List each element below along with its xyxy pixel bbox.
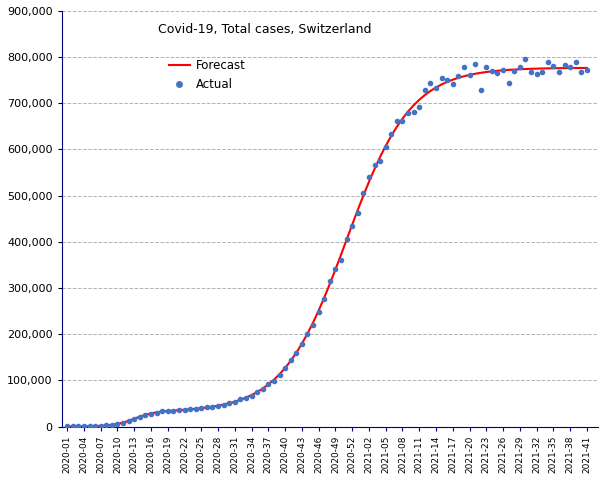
Point xyxy=(219,401,229,408)
Point xyxy=(146,409,156,417)
Point xyxy=(325,277,335,285)
Point xyxy=(409,108,419,116)
Point xyxy=(565,63,575,71)
Point xyxy=(504,79,514,86)
Point xyxy=(403,109,413,117)
Point xyxy=(420,86,430,94)
Point xyxy=(487,67,497,74)
Point xyxy=(582,66,592,74)
Point xyxy=(319,295,329,302)
Point xyxy=(152,409,162,417)
Point xyxy=(470,60,480,68)
Point xyxy=(180,406,189,414)
Point xyxy=(79,422,89,430)
Point xyxy=(107,421,117,429)
Point xyxy=(336,256,346,264)
Point xyxy=(197,405,206,412)
Point xyxy=(342,235,352,242)
Point xyxy=(425,79,435,86)
Point xyxy=(526,68,536,76)
Point xyxy=(571,58,581,66)
Point xyxy=(241,394,251,401)
Point xyxy=(537,68,547,75)
Point xyxy=(437,74,446,82)
Point xyxy=(560,61,569,69)
Point xyxy=(482,63,491,71)
Point xyxy=(397,118,407,125)
Point xyxy=(292,348,301,356)
Point xyxy=(414,103,424,111)
Point xyxy=(381,144,391,151)
Point xyxy=(549,62,558,70)
Point xyxy=(297,340,307,348)
Point xyxy=(476,85,486,93)
Legend: Forecast, Actual: Forecast, Actual xyxy=(164,54,250,96)
Point xyxy=(359,189,368,197)
Point xyxy=(74,422,83,430)
Point xyxy=(140,411,150,419)
Point xyxy=(375,157,385,165)
Point xyxy=(113,420,122,428)
Point xyxy=(124,417,134,425)
Point xyxy=(465,72,474,79)
Point xyxy=(499,66,508,73)
Point xyxy=(370,161,379,168)
Point xyxy=(280,364,290,372)
Point xyxy=(532,70,541,78)
Point xyxy=(85,422,94,430)
Point xyxy=(264,381,273,388)
Point xyxy=(252,388,262,396)
Point xyxy=(308,322,318,329)
Point xyxy=(554,68,564,75)
Point xyxy=(202,404,212,411)
Text: Covid-19, Total cases, Switzerland: Covid-19, Total cases, Switzerland xyxy=(158,24,371,36)
Point xyxy=(509,67,519,75)
Point xyxy=(230,398,240,406)
Point xyxy=(258,385,267,393)
Point xyxy=(364,173,374,181)
Point xyxy=(520,56,530,63)
Point xyxy=(208,403,217,411)
Point xyxy=(454,72,463,79)
Point xyxy=(347,222,357,230)
Point xyxy=(129,415,139,422)
Point xyxy=(213,402,223,409)
Point xyxy=(314,308,324,316)
Point xyxy=(353,209,362,216)
Point xyxy=(224,399,234,407)
Point xyxy=(269,377,279,385)
Point xyxy=(135,413,145,421)
Point xyxy=(330,265,340,273)
Point xyxy=(448,80,457,87)
Point xyxy=(68,422,77,430)
Point xyxy=(543,59,552,66)
Point xyxy=(247,392,257,399)
Point xyxy=(163,408,172,415)
Point xyxy=(515,63,525,71)
Point xyxy=(185,406,195,413)
Point xyxy=(459,63,469,71)
Point xyxy=(492,69,502,76)
Point xyxy=(157,408,167,415)
Point xyxy=(191,406,200,413)
Point xyxy=(302,330,312,338)
Point xyxy=(96,422,105,430)
Point xyxy=(286,356,296,364)
Point xyxy=(174,406,184,414)
Point xyxy=(387,130,396,138)
Point xyxy=(442,76,452,84)
Point xyxy=(169,407,178,415)
Point xyxy=(118,419,128,426)
Point xyxy=(102,421,111,429)
Point xyxy=(577,69,586,76)
Point xyxy=(275,372,284,379)
Point xyxy=(90,422,100,430)
Point xyxy=(431,84,441,92)
Point xyxy=(62,422,72,430)
Point xyxy=(235,395,245,403)
Point xyxy=(392,118,402,125)
